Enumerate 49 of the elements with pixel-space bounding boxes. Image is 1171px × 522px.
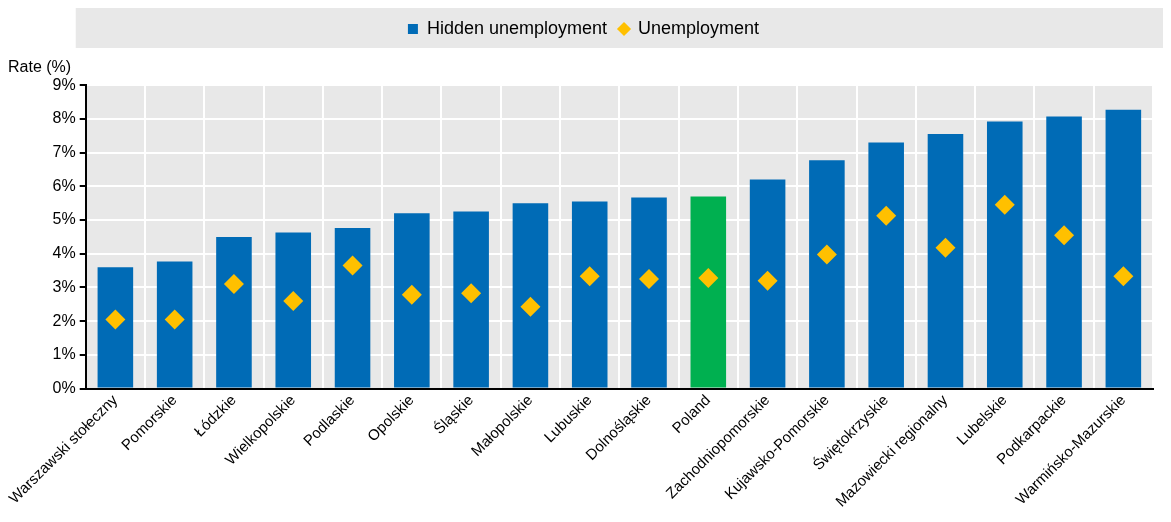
y-tick-label: 3% — [52, 277, 76, 295]
y-tick-label: 9% — [52, 75, 76, 93]
bar — [631, 197, 667, 388]
point — [698, 268, 719, 289]
point — [639, 269, 660, 290]
point — [461, 283, 482, 304]
bar — [571, 201, 608, 388]
point — [876, 205, 897, 226]
point — [342, 255, 363, 276]
y-tick-label: 6% — [52, 176, 76, 194]
bar — [156, 261, 193, 388]
point — [401, 284, 422, 305]
bar — [394, 213, 430, 388]
point — [935, 237, 956, 258]
point — [1054, 225, 1075, 246]
bar — [1046, 116, 1082, 388]
bar — [216, 236, 252, 388]
y-axis-title: Rate (%) — [8, 58, 72, 76]
bar — [749, 179, 786, 388]
bar — [453, 211, 489, 388]
bar — [986, 121, 1023, 388]
point — [757, 270, 778, 291]
y-tick-label: 4% — [52, 244, 76, 262]
point — [816, 244, 837, 265]
point — [223, 274, 244, 295]
y-tick-label: 1% — [52, 345, 76, 363]
y-tick-label: 5% — [52, 210, 76, 228]
point — [520, 296, 541, 317]
point — [283, 290, 304, 311]
point — [994, 194, 1015, 215]
bar — [334, 228, 371, 388]
bar — [97, 267, 134, 388]
point — [579, 266, 600, 287]
bar — [1105, 109, 1142, 388]
legend-label: Hidden unemployment — [426, 17, 608, 38]
bar — [512, 203, 549, 388]
bar — [809, 160, 845, 388]
legend-label: Unemployment — [638, 17, 760, 38]
bar — [868, 142, 904, 388]
bar — [690, 196, 727, 388]
point — [1113, 266, 1134, 287]
point — [164, 309, 185, 330]
point — [105, 309, 126, 330]
bar — [275, 232, 312, 388]
y-tick-label: 2% — [52, 311, 76, 329]
y-tick-label: 7% — [52, 143, 76, 161]
bar — [927, 134, 964, 388]
y-tick-label: 0% — [52, 378, 76, 396]
y-tick-label: 8% — [52, 109, 76, 127]
